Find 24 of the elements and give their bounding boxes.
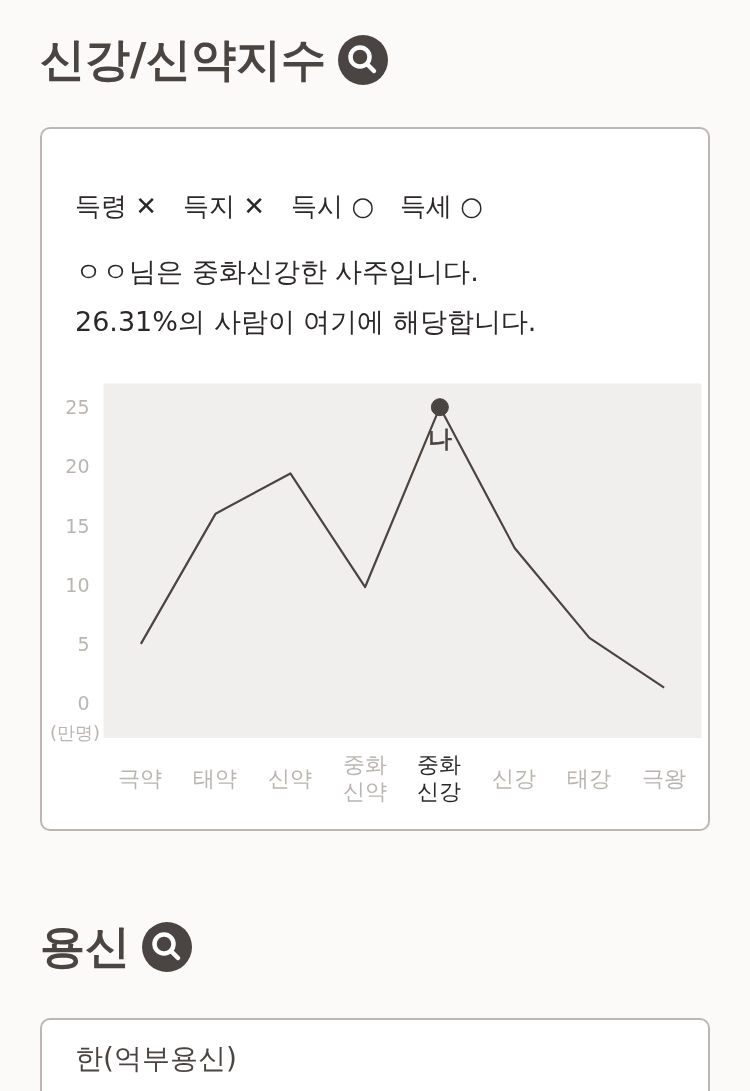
text: 득령 ✕ <box>75 190 158 223</box>
x-tick-label: 극왕 <box>641 764 686 792</box>
y-tick-label: 15 <box>65 514 90 537</box>
x-tick-label: 신강 <box>492 764 537 792</box>
y-axis-title: (만명) <box>48 722 100 744</box>
x-tick-label: 태강 <box>566 764 611 792</box>
chart-subtitle: ㅇㅇ님은 중화신강한 사주입니다. 26.31%의 사람이 여기에 해당합니다. <box>74 255 537 339</box>
y-tick-label: 0 <box>77 692 90 714</box>
chart-title: 신강/신약지수 <box>40 32 327 88</box>
text: 득지 ✕ <box>183 190 266 223</box>
y-tick-label: 20 <box>65 455 90 478</box>
annotation: 나 <box>427 425 452 454</box>
text: 한(억부용신) <box>40 1018 710 1091</box>
y-tick-label: 5 <box>77 632 90 655</box>
text: 용신 <box>40 919 130 975</box>
y-tick-label: 25 <box>65 396 90 419</box>
x-tick-label: 중화신약 <box>342 751 387 805</box>
x-tick-label: 중화신강 <box>417 751 462 805</box>
text: 득세 ○ <box>400 190 484 223</box>
y-tick-label: 10 <box>65 573 90 596</box>
x-tick-label: 극약 <box>118 764 163 792</box>
x-tick-label: 태약 <box>193 764 238 792</box>
text: 득시 ○ <box>291 190 375 223</box>
x-tick-label: 신약 <box>267 764 312 792</box>
